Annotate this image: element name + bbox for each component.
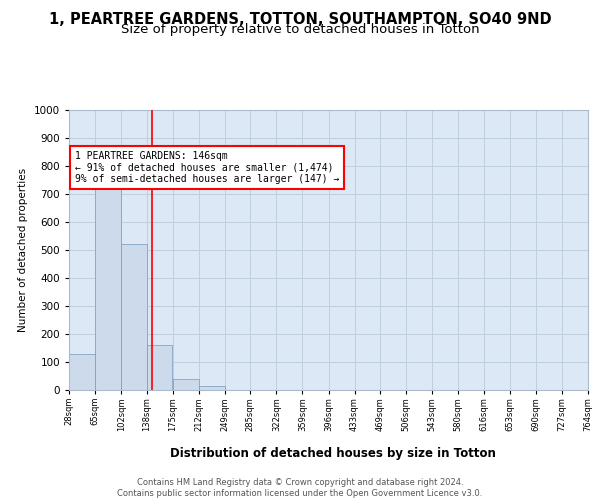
Bar [199,386,224,390]
Text: Size of property relative to detached houses in Totton: Size of property relative to detached ho… [121,22,479,36]
Text: Contains HM Land Registry data © Crown copyright and database right 2024.
Contai: Contains HM Land Registry data © Crown c… [118,478,482,498]
Bar [69,354,95,390]
Bar [121,244,147,390]
Text: 1 PEARTREE GARDENS: 146sqm
← 91% of detached houses are smaller (1,474)
9% of se: 1 PEARTREE GARDENS: 146sqm ← 91% of deta… [74,150,339,184]
Y-axis label: Number of detached properties: Number of detached properties [18,168,28,332]
Bar [147,345,172,390]
Bar [173,379,199,390]
Bar [95,173,121,390]
Text: 1, PEARTREE GARDENS, TOTTON, SOUTHAMPTON, SO40 9ND: 1, PEARTREE GARDENS, TOTTON, SOUTHAMPTON… [49,12,551,28]
Text: Distribution of detached houses by size in Totton: Distribution of detached houses by size … [170,448,496,460]
